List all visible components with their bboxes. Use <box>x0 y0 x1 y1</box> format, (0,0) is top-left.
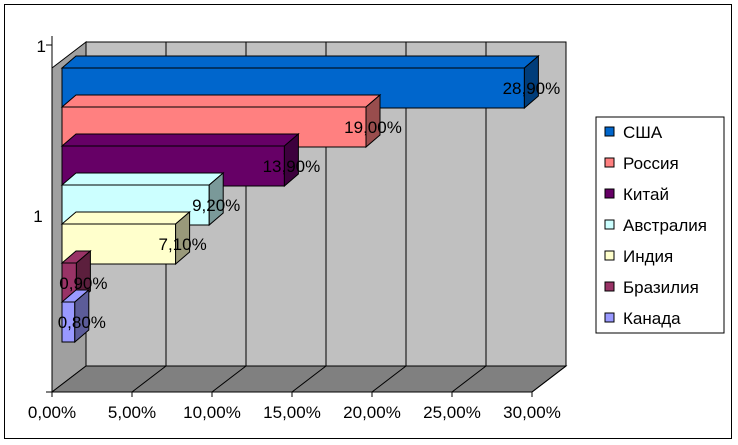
category-label: 1 <box>33 207 42 226</box>
legend-swatch <box>604 126 615 137</box>
gridline-floor <box>211 365 247 393</box>
bars <box>60 54 540 344</box>
bar-end <box>74 288 90 344</box>
axes: 110,00% 5,00% 10,00% 15,00% 20,00% 25,00% 30,0… <box>28 36 561 422</box>
x-tick-label: 20,00% <box>343 403 401 422</box>
legend-entry: Китай <box>623 185 669 204</box>
legend-entry: Канада <box>623 309 681 328</box>
legend-swatch <box>604 219 615 230</box>
data-label: 19,00% <box>344 118 402 137</box>
data-label: 0,90% <box>59 274 107 293</box>
bar-top <box>60 211 191 225</box>
gridline-floor <box>531 365 567 393</box>
legend: США Россия Китай Австралия Индия Бразилия Кана… <box>595 116 725 334</box>
bar-top <box>60 172 225 186</box>
data-label: 7,10% <box>158 235 206 254</box>
y-tick-label: 1 <box>37 37 46 56</box>
data-labels: 28,90% 19,00% 13,90% 9,20% 7,10% 0,90% 0,80% <box>58 79 561 332</box>
legend-swatch <box>604 250 615 261</box>
bar-top <box>60 94 382 108</box>
legend-box <box>595 116 725 334</box>
data-label: 9,20% <box>192 196 240 215</box>
x-tick-label: 0,00% <box>28 403 76 422</box>
bar-top <box>60 133 300 147</box>
x-tick-label: 15,00% <box>263 403 321 422</box>
legend-entry: США <box>623 123 663 142</box>
legend-entry: Австралия <box>623 216 707 235</box>
legend-entry: Бразилия <box>623 278 699 297</box>
legend-swatch <box>604 157 615 168</box>
bar-top <box>60 55 540 69</box>
bar-end <box>175 210 191 266</box>
data-label: 28,90% <box>503 79 561 98</box>
legend-swatch <box>604 281 615 292</box>
data-label: 13,90% <box>263 157 321 176</box>
bar-end <box>523 54 539 110</box>
gridline-floor <box>291 365 327 393</box>
bar-end <box>283 132 299 188</box>
x-tick-label: 5,00% <box>108 403 156 422</box>
gridline-floor <box>451 365 487 393</box>
gridline-floor <box>371 365 407 393</box>
gridline-floor <box>131 365 167 393</box>
bar-end <box>208 171 224 227</box>
legend-swatch <box>604 188 615 199</box>
legend-entry: Индия <box>623 247 673 266</box>
x-tick-label: 25,00% <box>423 403 481 422</box>
legend-entry: Россия <box>623 154 679 173</box>
data-label: 0,80% <box>58 313 106 332</box>
x-tick-label: 30,00% <box>503 403 561 422</box>
bar-end <box>365 93 381 149</box>
x-tick-label: 10,00% <box>183 403 241 422</box>
legend-swatch <box>604 312 615 323</box>
